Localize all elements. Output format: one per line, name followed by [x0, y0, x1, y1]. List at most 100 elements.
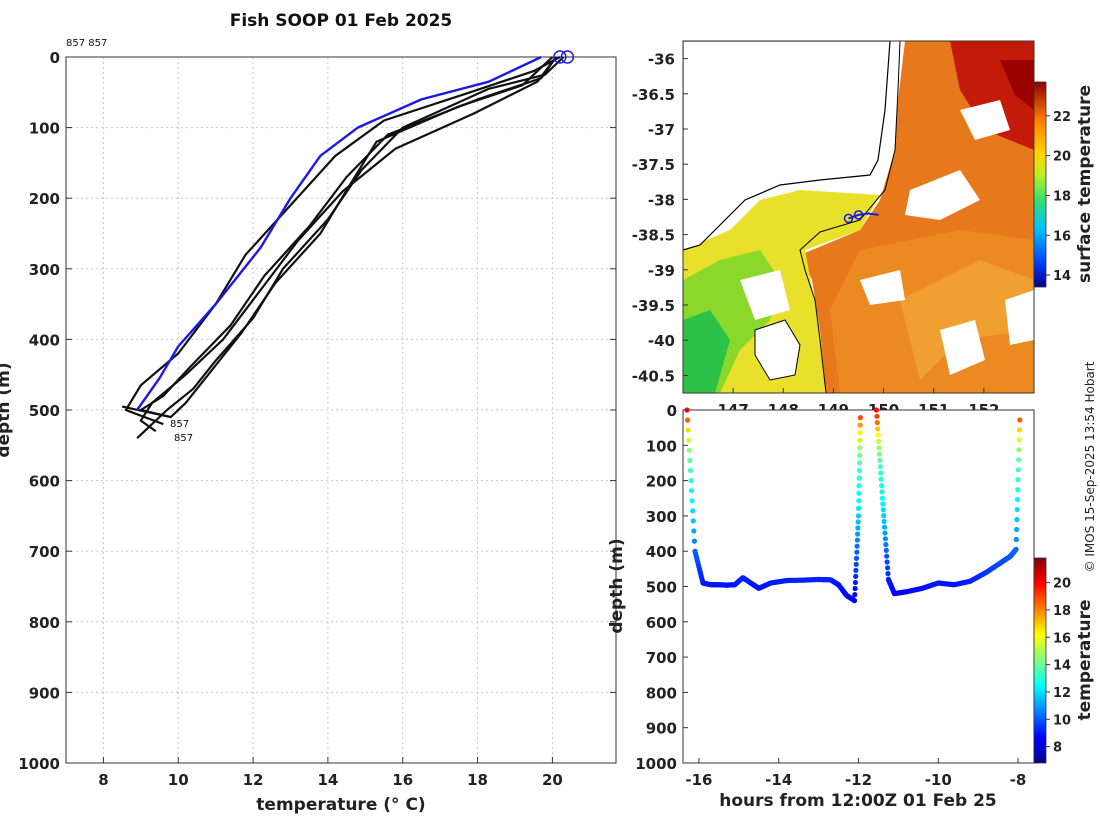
mainland-coast	[683, 41, 891, 251]
depth-sample-point	[686, 437, 692, 443]
depth-sample-point	[877, 457, 883, 463]
depth-sample-point	[883, 547, 889, 554]
depth-sample-point	[878, 476, 884, 482]
profile-line	[136, 56, 565, 440]
time-depth-y-ticks: 0 100 200 300 400 500 600 700 800 900 1000	[635, 402, 688, 773]
profile-series-group	[121, 50, 575, 440]
depth-sample-point	[857, 452, 863, 458]
depth-sample-point	[876, 445, 882, 451]
depth-sample-point	[685, 427, 691, 433]
depth-sample-point	[877, 464, 883, 470]
time-y-tick-label: 600	[646, 614, 677, 632]
depth-sample-point	[885, 571, 891, 577]
annotation-profile-ids: 857 857	[66, 38, 107, 49]
temperature-colorbar-label: temperature	[1075, 599, 1095, 720]
map-y-tick-label: -40	[648, 332, 675, 350]
surface-marker	[560, 50, 575, 64]
depth-sample-point	[689, 498, 695, 504]
sst-colorbar-tick-label: 22	[1053, 110, 1071, 125]
sst-colorbar-ticks: 14 16 18 20 22	[1046, 110, 1071, 284]
depth-sample-point	[856, 490, 862, 496]
depth-sample-point	[883, 542, 889, 548]
time-depth-points	[684, 407, 1023, 604]
depth-sample-point	[857, 437, 863, 443]
depth-sample-point	[856, 475, 862, 481]
depth-sample-point	[884, 559, 890, 565]
temperature-colorbar	[1033, 557, 1047, 764]
depth-sample-point	[885, 565, 891, 571]
surface-marker	[553, 50, 567, 64]
profile-line	[124, 56, 561, 426]
profile-y-ticks: 0 100 200 300 400 500 600 700 800 900 1000	[18, 49, 616, 773]
y-axis-label: depth (m)	[0, 362, 14, 457]
time-depth-y-label: depth (m)	[607, 538, 627, 633]
depth-sample-point	[857, 422, 863, 428]
amber-water-region	[900, 260, 1034, 380]
sst-colorbar	[1033, 81, 1047, 288]
depth-sample-point	[857, 445, 863, 451]
island	[754, 319, 801, 381]
map-y-tick-label: -39.5	[632, 297, 675, 315]
depth-sample-point	[1015, 467, 1021, 473]
annotation-profile-end-1: 857	[170, 419, 189, 430]
depth-sample-point	[1014, 526, 1020, 533]
depth-sample-point	[1016, 447, 1022, 453]
cloud-gap	[940, 320, 985, 375]
depth-sample-point	[881, 513, 887, 519]
temperature-colorbar-tick-label: 20	[1053, 577, 1071, 592]
time-y-tick-label: 900	[646, 720, 677, 738]
depth-sample-point	[856, 498, 862, 504]
depth-sample-point	[882, 530, 888, 536]
time-depth-x-ticks: -16 -14 -12 -10 -8	[685, 758, 1026, 789]
map-y-tick-label: -38	[648, 191, 675, 209]
depth-sample-point	[882, 536, 889, 542]
depth-sample-point	[856, 483, 862, 489]
depth-sample-point	[880, 501, 886, 507]
map-y-tick-label: -37.5	[632, 156, 675, 174]
cloud-gap	[960, 100, 1010, 140]
depth-sample-point	[855, 525, 861, 531]
x-tick-label: 18	[467, 771, 488, 789]
map-y-tick-label: -37	[648, 121, 675, 139]
depth-sample-point	[1013, 536, 1019, 543]
time-y-tick-label: 400	[646, 543, 677, 561]
depth-sample-point	[879, 495, 886, 501]
depth-sample-point	[1015, 487, 1021, 493]
depth-sample-point	[854, 549, 860, 555]
temperature-colorbar-tick-label: 10	[1053, 713, 1071, 728]
time-x-tick-label: -16	[685, 771, 712, 789]
depth-sample-point	[875, 426, 881, 432]
cloud-gap	[740, 270, 790, 320]
y-tick-label: 900	[29, 684, 60, 702]
depth-sample-point	[852, 592, 858, 598]
cloud-gap	[905, 170, 980, 220]
map-y-ticks: -36 -36.5 -37 -37.5 -38 -38.5 -39 -39.5 -40 -40.5	[632, 51, 688, 385]
depth-sample-point	[1017, 417, 1023, 423]
depth-sample-point	[1013, 546, 1019, 553]
time-x-tick-label: -14	[765, 771, 792, 789]
sst-colorbar-tick-label: 14	[1053, 269, 1071, 284]
depth-sample-point	[1015, 477, 1021, 483]
y-tick-label: 800	[29, 614, 60, 632]
time-x-tick-label: -10	[925, 771, 952, 789]
cloud-gap	[1005, 290, 1034, 345]
depth-sample-point	[687, 467, 694, 474]
map-y-tick-label: -39	[648, 262, 675, 280]
depth-sample-point	[876, 451, 883, 457]
depth-sample-point	[1014, 497, 1021, 503]
time-y-tick-label: 300	[646, 508, 677, 526]
depth-sample-point	[876, 438, 882, 445]
depth-sample-point	[1016, 427, 1023, 433]
sst-colorbar-tick-label: 18	[1053, 189, 1071, 204]
depth-sample-point	[853, 567, 859, 574]
time-depth-x-label: hours from 12:00Z 01 Feb 25	[719, 791, 997, 811]
y-tick-label: 500	[29, 402, 60, 420]
x-tick-label: 16	[392, 771, 413, 789]
depth-sample-point	[880, 507, 886, 513]
sst-map: 147148149150151152 -36-36.5-37-37.5-38-3…	[632, 40, 1095, 419]
depth-sample-point	[881, 518, 887, 525]
depth-sample-point	[851, 598, 858, 604]
depth-sample-point	[1016, 457, 1022, 463]
depth-sample-point	[690, 518, 696, 524]
